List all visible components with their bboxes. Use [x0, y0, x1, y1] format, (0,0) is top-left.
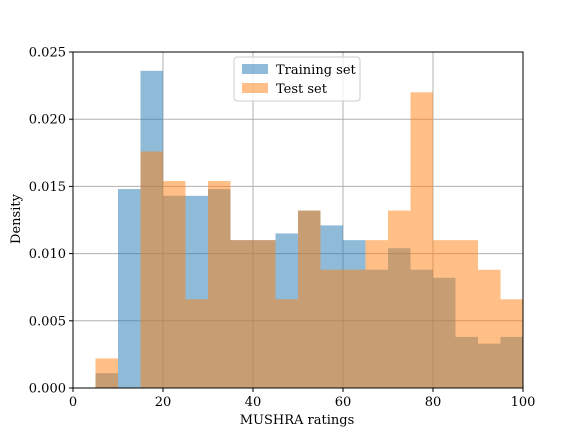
histogram-bar [410, 92, 433, 388]
y-tick-label: 0.015 [29, 180, 66, 195]
axes [72, 51, 524, 389]
legend-swatch [242, 83, 268, 93]
histogram-bar [185, 299, 208, 388]
legend-label: Test set [276, 82, 328, 97]
y-tick-label: 0.010 [29, 247, 66, 262]
histogram-bar [230, 240, 253, 388]
legend: Training set Test set [233, 56, 361, 102]
x-tick-label: 80 [425, 395, 442, 410]
y-tick-label: 0.005 [29, 314, 66, 329]
series-test-set [95, 92, 523, 388]
legend-swatch [242, 64, 268, 74]
histogram-bar [298, 210, 321, 388]
plot-frame [72, 51, 524, 389]
histogram-bar [478, 269, 501, 388]
x-tick-label: 40 [245, 395, 262, 410]
x-tick-label: 0 [69, 395, 77, 410]
x-tick-label: 20 [155, 395, 172, 410]
histogram-bar [95, 358, 118, 388]
y-tick-label: 0.025 [29, 46, 66, 61]
x-tick-label: 100 [511, 395, 536, 410]
histogram-bar [320, 269, 343, 388]
legend-label: Training set [276, 63, 357, 78]
y-tick-label: 0.000 [29, 382, 66, 397]
histogram-bar [208, 181, 231, 388]
histogram-bar [140, 151, 163, 388]
histogram-bar [253, 240, 276, 388]
histogram-bar [388, 210, 411, 388]
histogram-bar [343, 269, 366, 388]
histogram-bar [163, 181, 186, 388]
x-tick-label: 60 [335, 395, 352, 410]
y-axis-title: Density [9, 193, 24, 244]
histogram-bar [365, 240, 388, 388]
y-tick-label: 0.020 [29, 113, 66, 128]
histogram-bar [500, 299, 523, 388]
histogram-bar [455, 240, 478, 388]
x-axis-title: MUSHRA ratings [240, 413, 355, 428]
bars [95, 70, 523, 388]
ticks: 0 20 40 60 80 100 0.000 0.005 0.010 0.015 0.020 0.0… [29, 46, 536, 411]
histogram-bar [275, 299, 298, 388]
histogram-bar [118, 189, 141, 388]
histogram-bar [433, 240, 456, 388]
